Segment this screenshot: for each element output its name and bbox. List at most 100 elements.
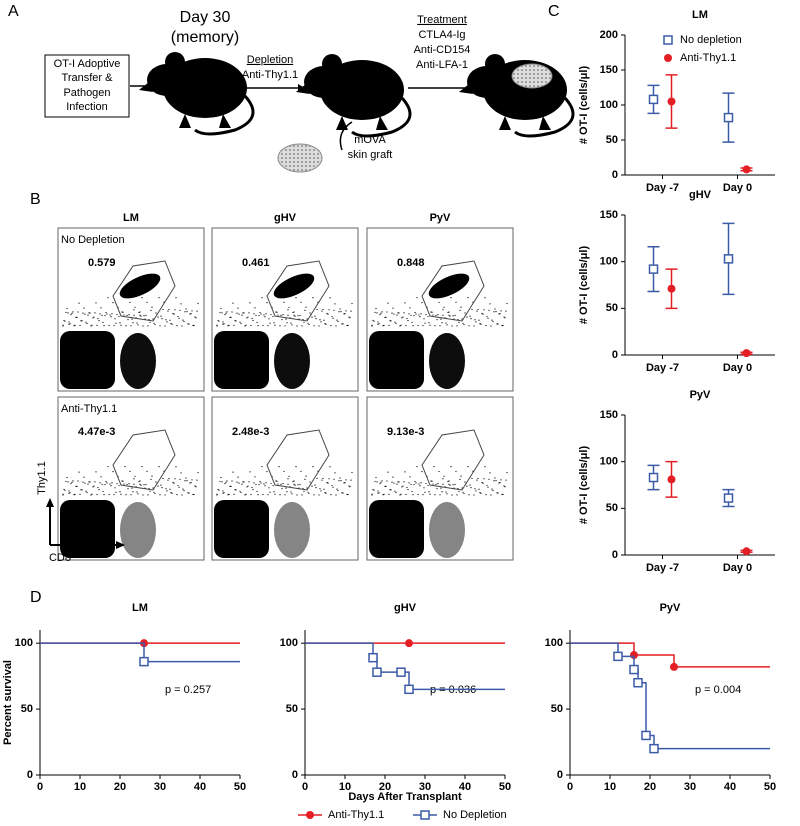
cell-cluster <box>273 273 315 299</box>
event-dot <box>375 307 377 310</box>
event-dot <box>386 480 388 482</box>
event-dot <box>81 320 83 322</box>
event-dot <box>262 493 264 496</box>
event-dot <box>282 314 284 316</box>
event-dot <box>147 325 149 327</box>
event-dot <box>174 309 176 311</box>
x-tick-label: 20 <box>644 781 656 793</box>
event-dot <box>375 476 377 479</box>
event-dot <box>434 325 436 327</box>
event-dot <box>105 480 107 483</box>
event-dot <box>329 466 331 468</box>
event-dot <box>266 471 268 473</box>
event-dot <box>157 485 159 487</box>
event-dot <box>80 489 82 491</box>
event-dot <box>459 309 461 312</box>
event-dot <box>412 324 414 327</box>
y-tick-label: 0 <box>27 769 33 781</box>
event-dot <box>97 317 99 320</box>
event-dot <box>85 490 87 492</box>
event-dot <box>343 313 345 315</box>
marker <box>139 656 149 667</box>
event-dot <box>246 486 248 488</box>
event-dot <box>65 480 67 483</box>
event-dot <box>494 308 496 310</box>
event-dot <box>159 494 161 496</box>
event-dot <box>407 489 409 491</box>
event-dot <box>133 309 135 311</box>
marker <box>633 677 643 688</box>
event-dot <box>313 325 315 327</box>
event-dot <box>183 320 185 323</box>
y-tick-label: 50 <box>551 703 563 715</box>
event-dot <box>159 325 161 327</box>
event-dot <box>181 325 183 327</box>
event-dot <box>160 484 162 486</box>
event-dot <box>232 302 234 304</box>
legend-label: No depletion <box>680 34 742 46</box>
event-dot <box>436 488 438 490</box>
event-dot <box>457 487 459 490</box>
event-dot <box>436 319 438 321</box>
gate-value: 2.48e-3 <box>232 426 269 438</box>
event-dot <box>250 324 252 327</box>
event-dot <box>177 315 179 318</box>
event-dot <box>216 324 218 326</box>
event-dot <box>303 490 305 492</box>
x-tick-label: 50 <box>499 781 511 793</box>
event-dot <box>225 312 227 314</box>
box-text: Transfer & <box>62 72 114 84</box>
event-dot <box>123 483 125 485</box>
event-dot <box>470 318 472 320</box>
event-dot <box>451 325 453 327</box>
event-dot <box>385 316 387 318</box>
event-dot <box>235 320 237 322</box>
event-dot <box>390 320 392 322</box>
x-axis-label: Days After Transplant <box>348 791 462 803</box>
x-tick-label: Day 0 <box>723 362 752 374</box>
event-dot <box>296 494 298 496</box>
event-dot <box>491 319 493 321</box>
memory-label: (memory) <box>171 29 239 46</box>
event-dot <box>83 307 85 309</box>
y-axis-label: # OT-I (cells/μl) <box>578 246 590 325</box>
event-dot <box>501 324 503 327</box>
event-dot <box>459 478 461 481</box>
event-dot <box>441 322 443 324</box>
cell-cluster <box>119 273 161 299</box>
event-dot <box>180 303 182 305</box>
event-dot <box>455 470 457 472</box>
event-dot <box>450 465 452 468</box>
event-dot <box>238 313 240 315</box>
event-dot <box>483 478 485 480</box>
event-dot <box>280 483 282 485</box>
marker <box>404 684 414 695</box>
event-dot <box>427 484 429 487</box>
box-text: OT-I Adoptive <box>54 58 121 70</box>
event-dot <box>62 325 64 327</box>
event-dot <box>221 481 223 483</box>
event-dot <box>69 323 71 325</box>
event-dot <box>488 478 490 480</box>
event-dot <box>478 488 480 490</box>
event-dot <box>274 493 276 495</box>
event-dot <box>429 324 431 326</box>
event-dot <box>445 322 447 324</box>
event-dot <box>401 486 403 488</box>
event-dot <box>166 490 168 492</box>
event-dot <box>466 485 468 487</box>
event-dot <box>448 483 450 485</box>
event-dot <box>170 492 172 494</box>
event-dot <box>259 311 261 314</box>
event-dot <box>105 311 107 314</box>
event-dot <box>109 483 111 485</box>
event-dot <box>371 493 373 495</box>
event-dot <box>496 492 498 494</box>
event-dot <box>220 476 222 479</box>
event-dot <box>149 490 151 492</box>
event-dot <box>98 320 100 322</box>
event-dot <box>141 296 143 299</box>
event-dot <box>323 488 325 490</box>
skin-graft <box>511 63 553 89</box>
event-dot <box>501 493 503 496</box>
